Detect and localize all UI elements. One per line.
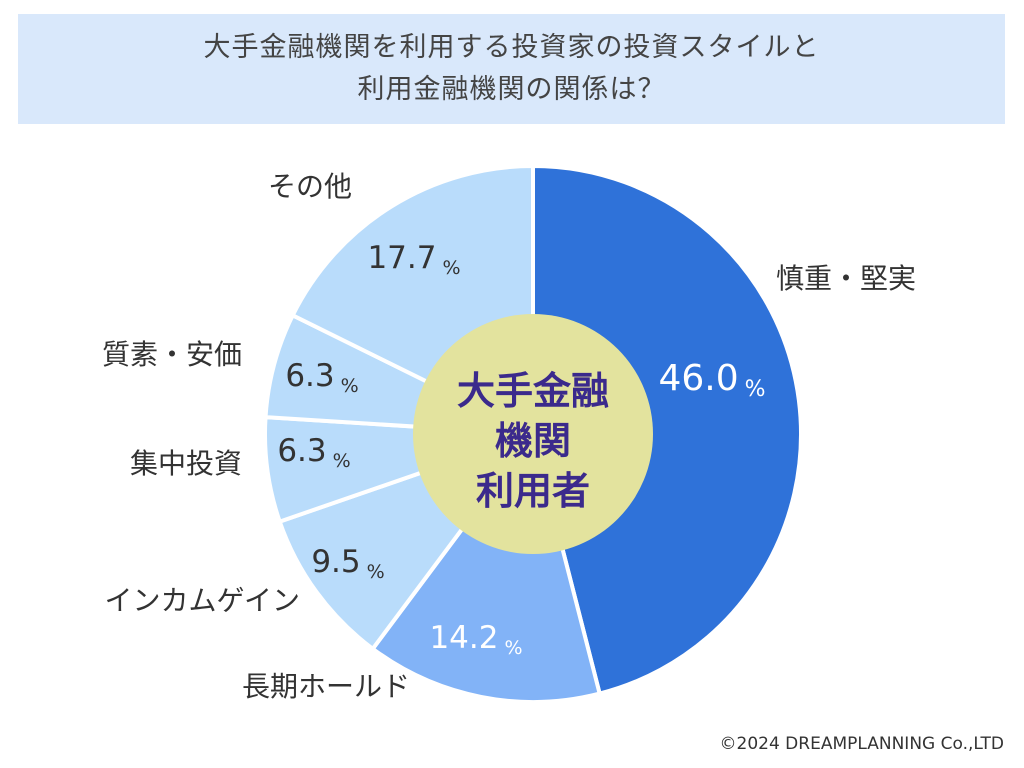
slice-value-label: 6.3% (277, 433, 350, 472)
slice-category-label: 長期ホールド (242, 670, 410, 703)
slice-category-label: 質素・安価 (102, 338, 242, 371)
chart-title-line-2: 利用金融機関の関係は？ (357, 74, 666, 105)
slice-category-label: インカムゲイン (105, 584, 300, 617)
center-label-line-2: 機関 (495, 419, 571, 463)
copyright-text: ©2024 DREAMPLANNING Co.,LTD (719, 734, 1004, 754)
slice-category-label: その他 (268, 170, 352, 203)
center-label-line-3: 利用者 (476, 469, 590, 513)
slice-value-label: 6.3% (285, 358, 358, 397)
slice-category-label: 集中投資 (130, 447, 242, 480)
slice-value-label: 17.7% (367, 240, 460, 279)
slice-value-label: 14.2% (429, 620, 522, 659)
chart-title-line-1: 大手金融機関を利用する投資家の投資スタイルと (203, 32, 820, 63)
slice-category-label: 慎重・堅実 (776, 262, 916, 295)
title-banner: 大手金融機関を利用する投資家の投資スタイルと 利用金融機関の関係は？ (18, 14, 1005, 124)
slice-value-label: 46.0% (658, 358, 765, 402)
slice-value-label: 9.5% (311, 544, 384, 583)
center-label-line-1: 大手金融 (457, 369, 609, 413)
center-disc (413, 314, 653, 554)
pie-slice-1 (531, 163, 803, 697)
